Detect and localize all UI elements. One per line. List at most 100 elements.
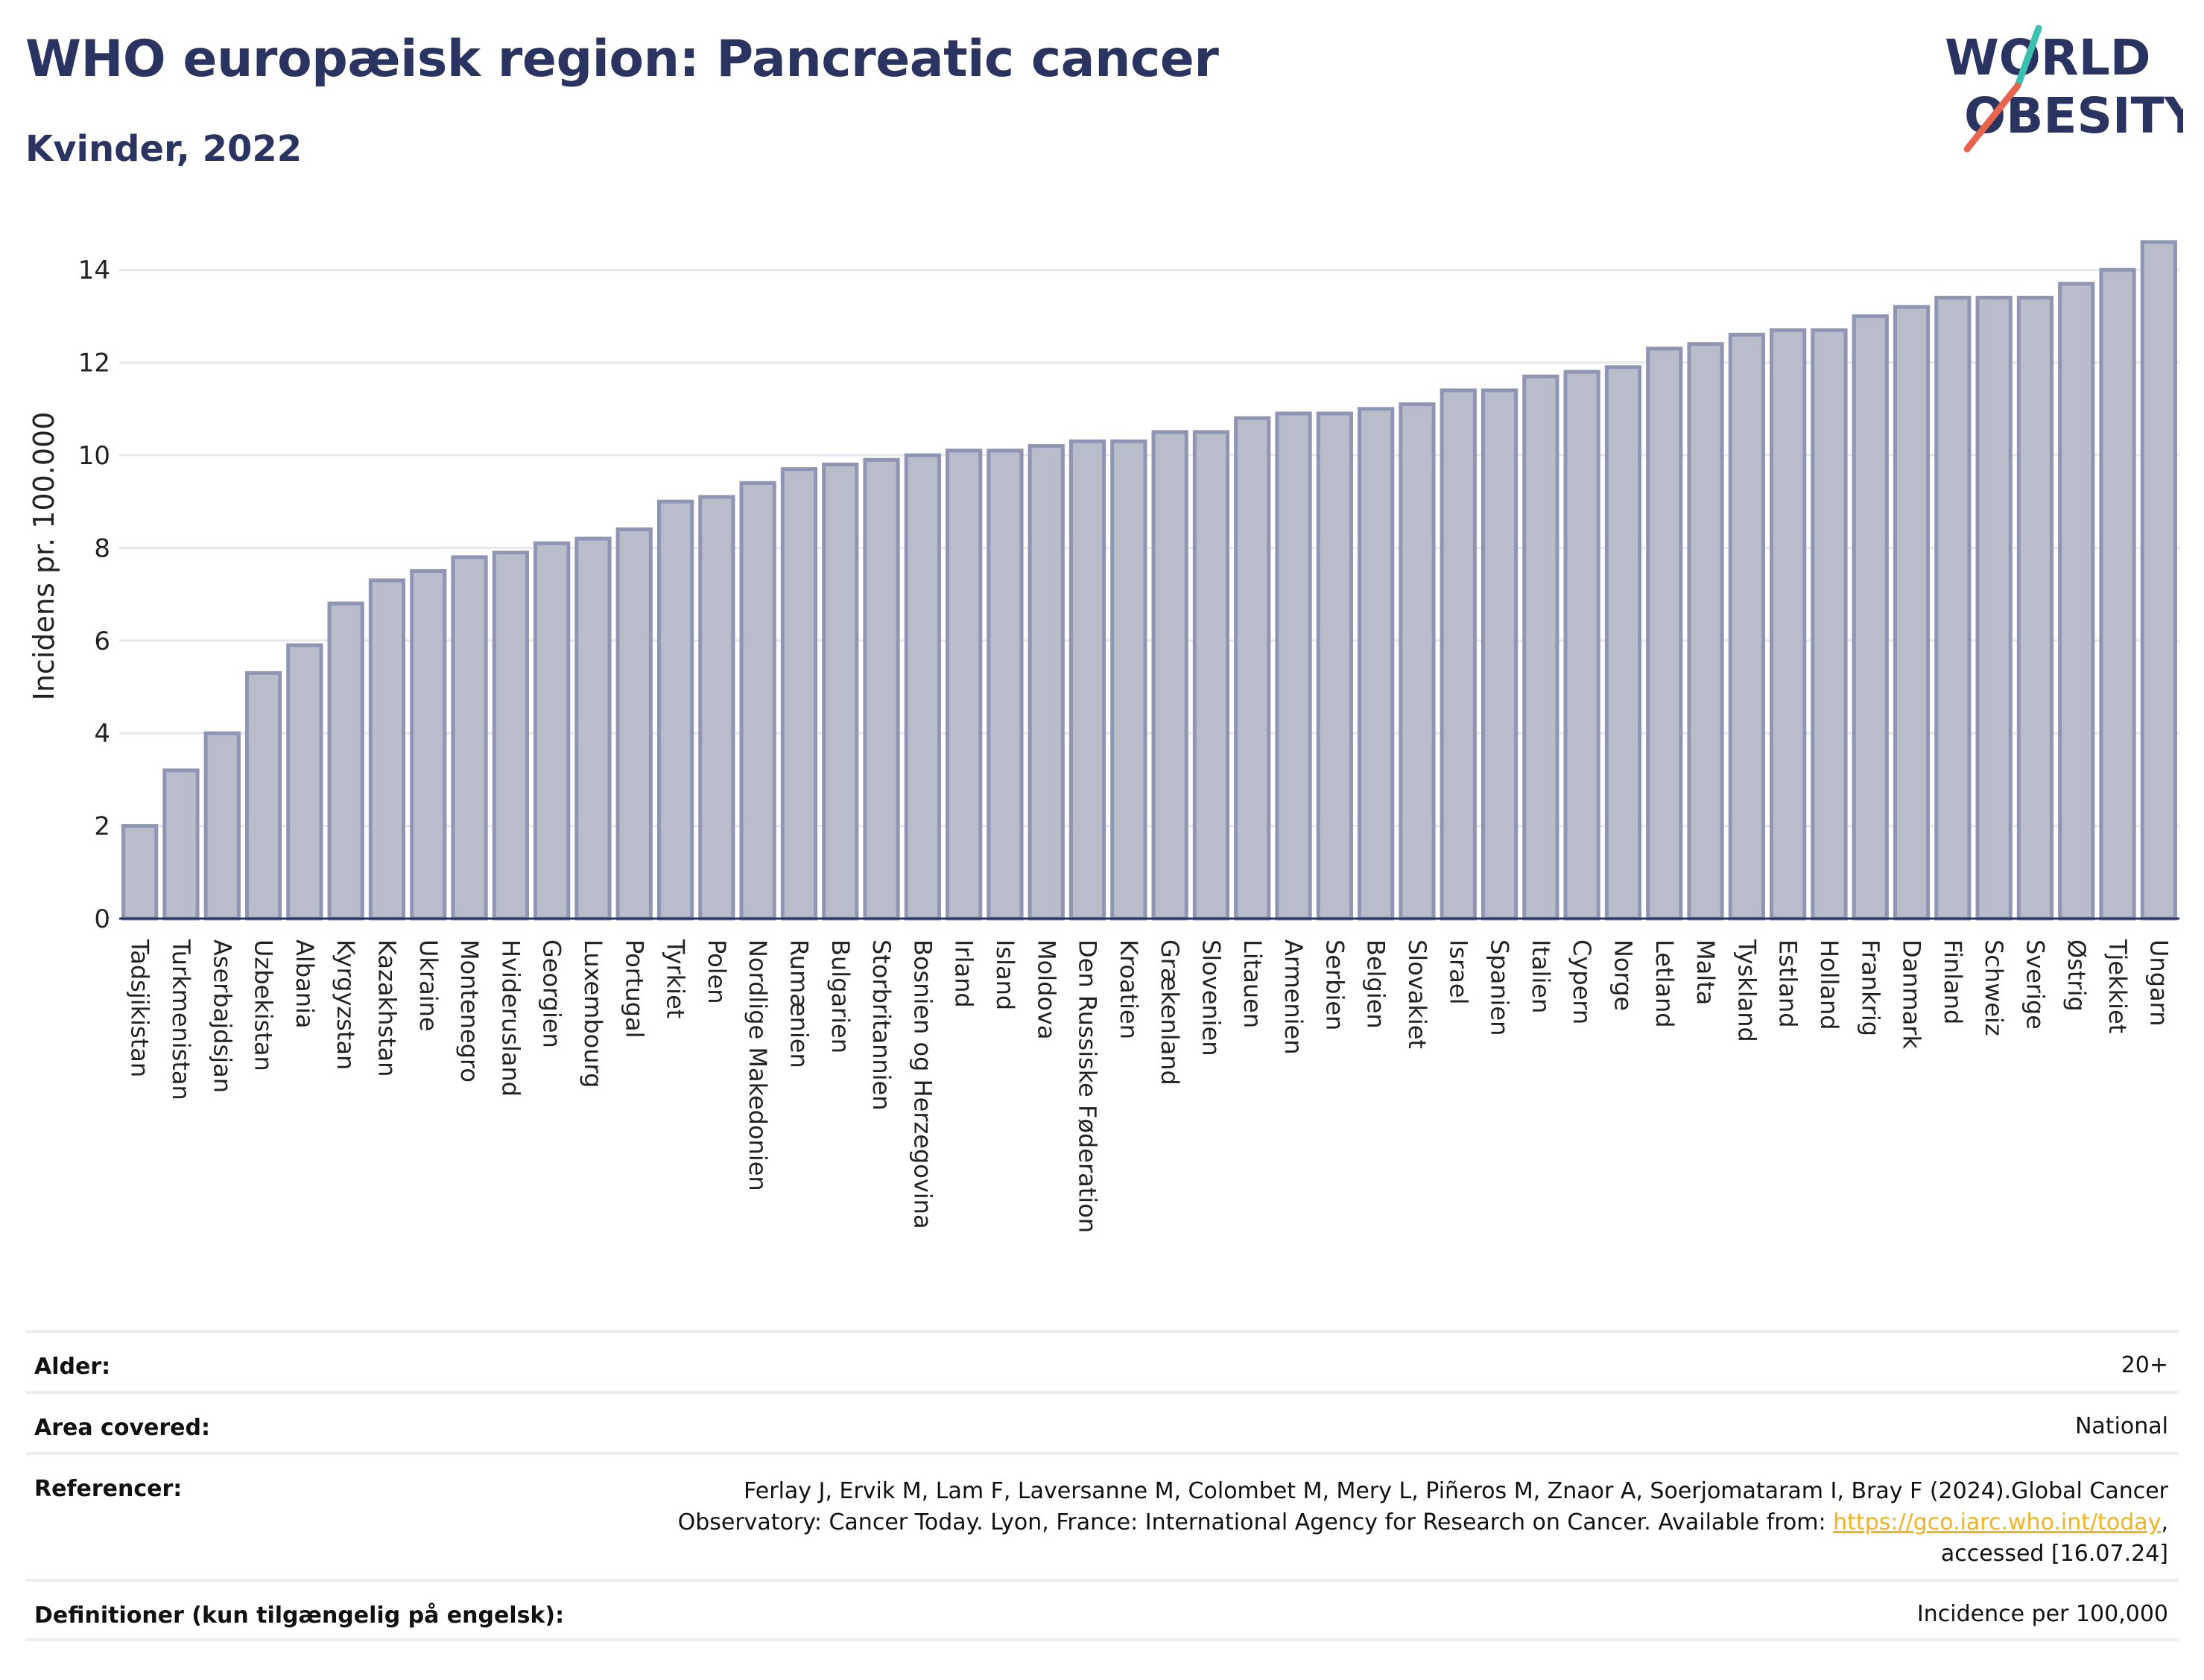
bar [451,555,488,921]
x-tick-label: Ungarn [2144,939,2173,1027]
x-tick-label: Hviderusland [496,939,525,1097]
bar [203,731,241,921]
x-tick-label: Italien [1527,939,1555,1013]
x-tick-label: Turkmenistan [167,939,195,1100]
bar [1399,402,1436,921]
bar [1068,439,1106,921]
x-tick-label: Malta [1691,939,1720,1005]
bar [1811,328,1848,921]
x-tick-label: Tadsjikistan [126,939,154,1077]
references-link[interactable]: https://gco.iarc.who.int/today [1833,1509,2162,1535]
x-tick-labels: Tadsjikistan Turkmenistan Aserbajdsjan Uzbe… [126,939,2173,1233]
x-tick-label: Moldova [1032,939,1060,1040]
bar [1358,407,1395,921]
bar [987,448,1024,921]
bar [1934,296,1972,921]
x-tick-label: Serbien [1320,939,1349,1030]
y-tick-label: 8 [94,533,110,563]
y-tick-label: 14 [78,256,110,285]
x-tick-label: Luxembourg [579,939,607,1088]
x-tick-label: Estland [1774,939,1802,1028]
y-tick-label: 0 [94,904,110,934]
bar [1893,305,1931,921]
x-tick-label: Portugal [620,939,648,1039]
x-tick-label: Aserbajdsjan [208,939,236,1093]
bar [1728,332,1765,921]
logo-slash-red [1963,82,2021,153]
logo-line-world: WORLD [1945,29,2151,86]
x-tick-label: Georgien [538,939,566,1048]
meta-row-definitions: Definitioner (kun tilgængelig på engelsk… [25,1579,2179,1641]
y-tick-label: 2 [94,812,110,842]
bar [2016,296,2054,921]
x-tick-label: Nordlige Makedonien [744,939,772,1191]
x-tick-label: Bulgarien [826,939,855,1053]
meta-row-age: Alder: 20+ [25,1330,2179,1391]
bar [1563,370,1600,921]
chart-subtitle: Kvinder, 2022 [25,128,303,170]
x-tick-label: Holland [1815,939,1843,1030]
x-tick-label: Polen [703,939,731,1004]
x-tick-label: Bosnien og Herzegovina [908,939,937,1229]
bar [574,536,612,921]
bar [2058,282,2095,921]
bar [698,495,735,921]
bar [533,541,571,921]
x-tick-label: Belgien [1362,939,1390,1029]
bar [244,671,282,921]
bar [1687,342,1724,921]
bar [2140,240,2177,921]
x-tick-label: Kroatien [1115,939,1143,1039]
y-tick-label: 10 [78,441,110,471]
logo-slash-teal [2014,25,2042,89]
x-tick-label: Armenien [1279,939,1308,1054]
x-tick-label: Island [991,939,1019,1010]
x-tick-label: Tyskland [1732,939,1761,1042]
x-tick-label: Sverige [2021,939,2049,1030]
bar [739,481,776,921]
bar [327,601,364,921]
x-tick-label: Kazakhstan [373,939,401,1077]
x-tick-label: Cypern [1568,939,1596,1024]
references-text: Ferlay J, Ervik M, Lam F, Laversanne M, … [677,1478,2168,1535]
x-tick-label: Tjekkiet [2103,939,2132,1033]
bar [492,551,529,921]
bar [822,462,859,921]
x-tick-label: Slovakiet [1403,939,1431,1049]
references-label: Referencer: [34,1476,183,1502]
bar [615,527,653,921]
x-tick-label: Litauen [1238,939,1267,1028]
bar [1027,444,1065,921]
x-tick-label: Slovenien [1197,939,1225,1056]
definitions-value: Incidence per 100,000 [1916,1601,2168,1627]
bar [1604,365,1642,921]
bar [780,467,818,921]
bar [1852,314,1889,921]
bar [2099,267,2136,921]
x-tick-label: Albania [291,939,319,1028]
references-value: Ferlay J, Ervik M, Lam F, Laversanne M, … [618,1476,2179,1570]
bar [1975,296,2013,921]
bar [121,824,159,921]
bar [1440,388,1477,921]
y-tick-label: 4 [94,719,110,749]
x-tick-label: Spanien [1486,939,1514,1036]
x-tick-label: Ukraine [414,939,443,1032]
y-tick-label: 12 [78,349,110,378]
x-tick-label: Norge [1609,939,1637,1011]
references-text-end: , accessed [16.07.24] [1940,1509,2168,1567]
age-value: 20+ [2121,1352,2168,1378]
bar [863,457,900,921]
x-tick-label: Letland [1650,939,1679,1028]
bar [162,768,200,921]
bar [1646,346,1683,921]
bar [904,453,941,921]
age-label: Alder: [34,1354,111,1380]
metadata-table: Alder: 20+ Area covered: National Refere… [25,1330,2179,1641]
x-tick-label: Frankrig [1856,939,1884,1036]
x-tick-label: Uzbekistan [250,939,278,1071]
x-tick-label: Den Russiske Føderation [1074,939,1102,1233]
x-tick-label: Irland [950,939,978,1008]
y-tick-labels: 0 2 4 6 8 10 12 14 [78,256,110,934]
bar [410,569,447,921]
